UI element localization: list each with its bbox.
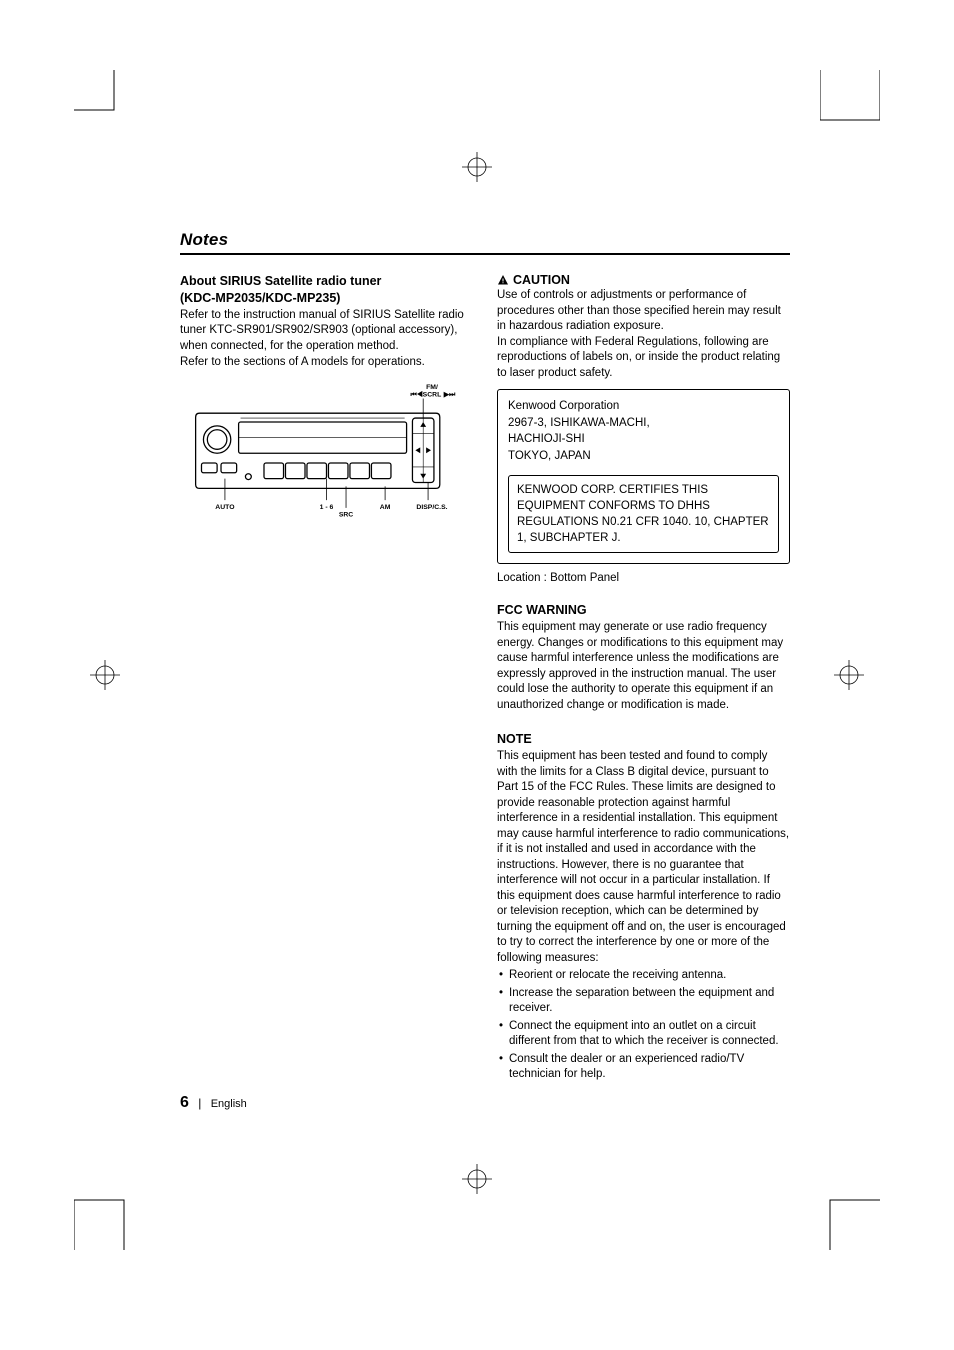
crop-mark-tr: [820, 70, 880, 130]
section-title: Notes: [180, 230, 790, 255]
footer-divider: |: [192, 1096, 207, 1110]
registration-mark-top: [462, 152, 492, 187]
caution-label: CAUTION: [513, 273, 570, 287]
caution-p2: In compliance with Federal Regulations, …: [497, 335, 790, 382]
warning-icon: [497, 274, 509, 286]
crop-mark-bl: [74, 1190, 134, 1250]
sirius-body-1: Refer to the instruction manual of SIRIU…: [180, 308, 473, 355]
fig-label-auto: AUTO: [215, 504, 235, 511]
fig-label-16: 1 - 6: [320, 504, 334, 511]
label-l4: TOKYO, JAPAN: [508, 448, 779, 465]
bullet-3: Connect the equipment into an outlet on …: [497, 1019, 790, 1050]
bullet-2: Increase the separation between the equi…: [497, 986, 790, 1017]
radio-figure: FM/ ⏮◀ SCRL ▶⏭: [180, 379, 473, 531]
bullet-4: Consult the dealer or an experienced rad…: [497, 1052, 790, 1083]
fcc-body: This equipment may generate or use radio…: [497, 620, 790, 713]
note-heading: NOTE: [497, 731, 790, 748]
fig-label-fm: FM/: [426, 384, 438, 391]
label-l2: 2967-3, ISHIKAWA-MACHI,: [508, 415, 779, 432]
page-content: Notes About SIRIUS Satellite radio tuner…: [180, 230, 790, 1085]
svg-text:▶⏭: ▶⏭: [443, 391, 456, 398]
fig-label-src: SRC: [339, 512, 353, 519]
crop-mark-tl: [74, 70, 124, 120]
bullet-1: Reorient or relocate the receiving anten…: [497, 968, 790, 984]
registration-mark-left: [90, 660, 120, 695]
page-footer: 6 | English: [180, 1094, 247, 1112]
sirius-heading-l2: (KDC-MP2035/KDC-MP235): [180, 290, 473, 307]
caution-heading: CAUTION: [497, 273, 790, 287]
note-body: This equipment has been tested and found…: [497, 749, 790, 966]
registration-mark-right: [834, 660, 864, 695]
fig-label-disp: DISP/C.S.: [416, 504, 447, 511]
page-number: 6: [180, 1094, 189, 1111]
sirius-body-2: Refer to the sections of A models for op…: [180, 355, 473, 371]
svg-text:⏮◀: ⏮◀: [410, 390, 422, 398]
columns: About SIRIUS Satellite radio tuner (KDC-…: [180, 273, 790, 1085]
label-box: Kenwood Corporation 2967-3, ISHIKAWA-MAC…: [497, 389, 790, 564]
right-column: CAUTION Use of controls or adjustments o…: [497, 273, 790, 1085]
label-l1: Kenwood Corporation: [508, 398, 779, 415]
caution-p1: Use of controls or adjustments or perfor…: [497, 288, 790, 335]
note-bullets: Reorient or relocate the receiving anten…: [497, 968, 790, 1083]
fcc-heading: FCC WARNING: [497, 602, 790, 619]
footer-lang: English: [211, 1098, 247, 1110]
fig-label-scrl: SCRL: [423, 391, 442, 398]
location-text: Location : Bottom Panel: [497, 572, 790, 584]
sirius-heading-l1: About SIRIUS Satellite radio tuner: [180, 273, 473, 290]
left-column: About SIRIUS Satellite radio tuner (KDC-…: [180, 273, 473, 1085]
fig-label-am: AM: [380, 504, 391, 511]
registration-mark-bottom: [462, 1164, 492, 1199]
label-inner-box: KENWOOD CORP. CERTIFIES THIS EQUIPMENT C…: [508, 475, 779, 553]
crop-mark-br: [820, 1190, 880, 1250]
label-l3: HACHIOJI-SHI: [508, 431, 779, 448]
